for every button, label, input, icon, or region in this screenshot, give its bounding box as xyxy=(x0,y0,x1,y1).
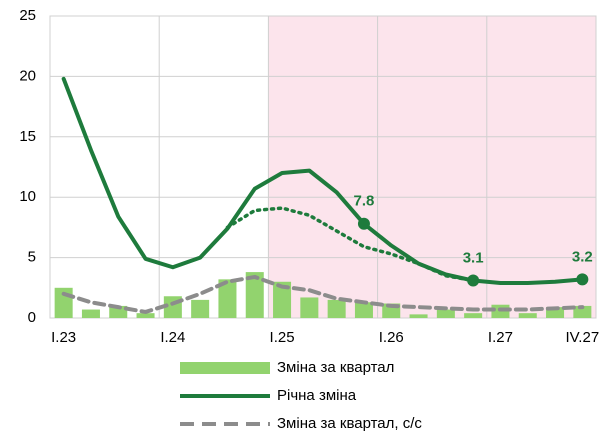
y-tick-label: 15 xyxy=(19,128,36,145)
y-tick-label: 25 xyxy=(19,7,36,24)
bar xyxy=(573,305,592,318)
y-tick-label: 0 xyxy=(28,309,36,326)
bar xyxy=(436,309,455,318)
y-tick-label: 10 xyxy=(19,188,36,205)
bar xyxy=(327,299,346,318)
x-tick-label: I.23 xyxy=(51,329,76,346)
legend-label: Зміна за квартал, с/с xyxy=(277,415,422,432)
bar xyxy=(300,297,319,318)
plot-frame xyxy=(49,15,597,319)
y-tick-label: 5 xyxy=(28,249,36,266)
marker xyxy=(357,217,370,230)
data-label: 3.2 xyxy=(572,248,593,265)
bar xyxy=(409,314,428,318)
bar xyxy=(136,313,155,318)
x-tick-label: IV.27 xyxy=(566,329,600,346)
line xyxy=(61,274,585,314)
legend-label: Зміна за квартал xyxy=(277,359,394,376)
x-tick-label: I.26 xyxy=(379,329,404,346)
bar xyxy=(109,305,128,318)
line xyxy=(61,76,585,285)
marker xyxy=(467,274,480,287)
bar xyxy=(273,281,292,318)
bar xyxy=(464,313,483,318)
y-tick-label: 20 xyxy=(19,67,36,84)
x-tick-label: I.25 xyxy=(270,329,295,346)
line xyxy=(225,206,475,283)
bar xyxy=(518,313,537,318)
bar xyxy=(81,309,100,318)
x-tick-label: I.27 xyxy=(488,329,513,346)
x-tick-label: I.24 xyxy=(160,329,185,346)
data-label: 7.8 xyxy=(354,193,375,210)
forecast-shade xyxy=(268,16,596,318)
bar xyxy=(218,279,237,318)
data-label: 3.1 xyxy=(463,250,484,267)
bar xyxy=(245,272,264,318)
legend-swatch xyxy=(180,362,270,374)
bar xyxy=(354,302,373,318)
marker xyxy=(576,273,589,286)
legend-label: Річна зміна xyxy=(277,387,357,404)
bar xyxy=(546,307,565,318)
bar xyxy=(191,299,210,318)
